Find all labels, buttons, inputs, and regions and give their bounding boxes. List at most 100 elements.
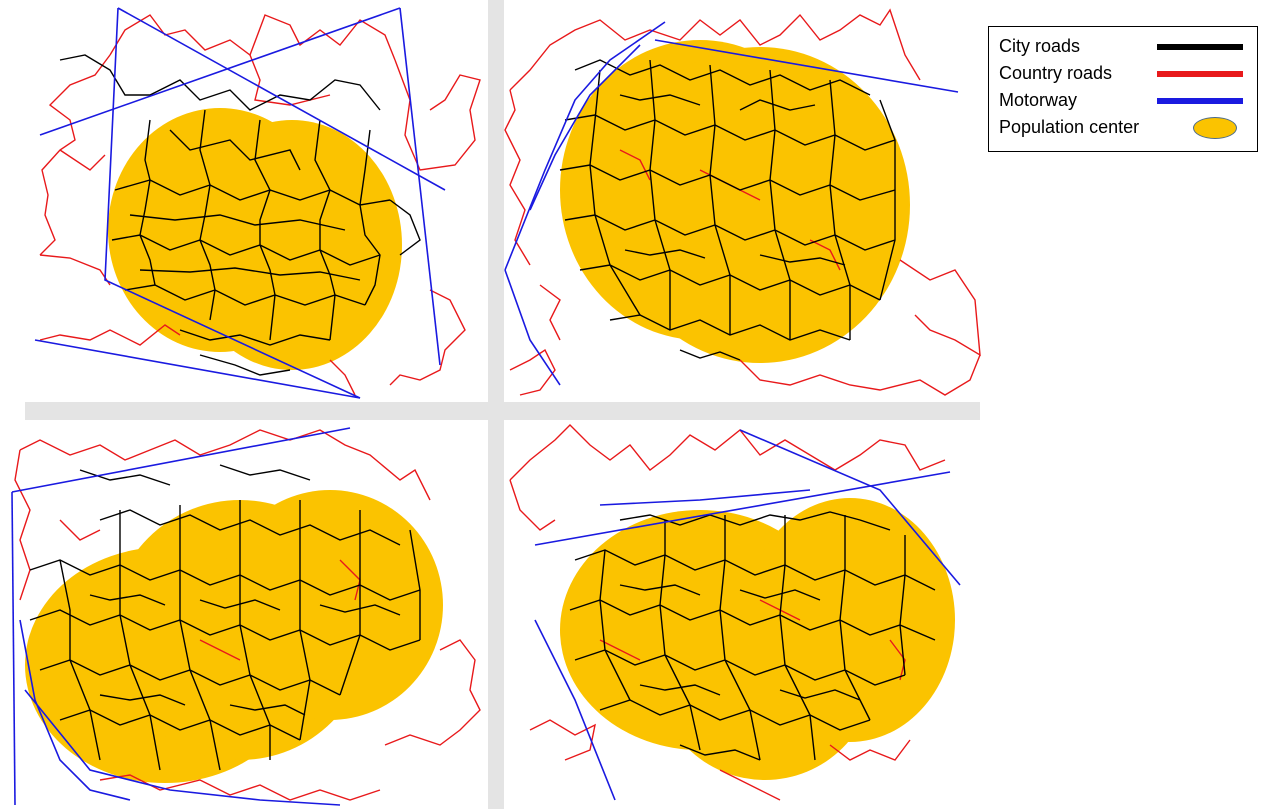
city-road [139, 267, 361, 281]
country-road [199, 639, 241, 661]
city-road [111, 234, 381, 266]
city-road [29, 559, 421, 601]
city-road [359, 129, 381, 306]
country-road [394, 59, 481, 171]
motorways [11, 427, 351, 806]
city-road [199, 354, 291, 376]
country-road [889, 639, 906, 681]
city-road [89, 594, 166, 606]
city-road [219, 464, 311, 481]
legend: City roads Country roads Motorway Popula… [988, 26, 1258, 152]
separator-horizontal [25, 402, 980, 420]
population-centers [560, 498, 955, 780]
city-road [99, 694, 186, 706]
country-road [14, 449, 31, 601]
motorway [534, 471, 951, 546]
city-road [114, 179, 391, 206]
country-road [19, 429, 431, 501]
motorways [534, 429, 961, 801]
city-road [769, 69, 791, 340]
city-road [564, 214, 896, 251]
country-road [719, 769, 781, 801]
legend-item-country-roads: Country roads [999, 60, 1247, 87]
city-road [179, 329, 331, 346]
city-road [139, 119, 156, 286]
city-roads [559, 59, 896, 361]
legend-label: Motorway [999, 90, 1078, 110]
motorway [11, 427, 351, 493]
country-roads [504, 8, 981, 396]
city-road [719, 515, 761, 761]
city-road [779, 689, 861, 701]
country-roads [14, 429, 481, 801]
city-road [649, 59, 671, 330]
population-centers [560, 40, 910, 363]
city-road [339, 510, 361, 696]
motorway [19, 619, 131, 801]
motorway [34, 339, 361, 399]
panel-top-right [504, 0, 981, 402]
motorways [504, 21, 959, 386]
city-road [79, 469, 171, 486]
city-road [879, 99, 896, 301]
country-road [39, 324, 181, 346]
motorway [104, 7, 361, 399]
population-center [182, 120, 402, 370]
city-road [129, 214, 346, 231]
city-road [59, 709, 301, 741]
city-road [229, 704, 306, 716]
city-road [574, 549, 936, 591]
country-road [509, 348, 556, 396]
city-road [829, 79, 851, 340]
city-road [124, 284, 366, 306]
city-road [314, 119, 336, 341]
legend-label: Country roads [999, 63, 1113, 83]
city-road [59, 54, 381, 111]
panel-bottom-right [504, 420, 980, 809]
population-center [217, 490, 443, 720]
city-road [619, 584, 701, 596]
country-road [899, 259, 981, 357]
city-road [599, 549, 631, 701]
legend-swatch-country-roads [1157, 71, 1243, 77]
country-road [504, 89, 531, 266]
city-road [119, 510, 161, 771]
city-road [574, 59, 871, 96]
motorways [34, 7, 446, 399]
country-road [509, 424, 946, 481]
city-road [679, 349, 741, 361]
country-road [389, 289, 466, 386]
country-road [739, 354, 981, 396]
city-road [299, 500, 311, 741]
city-road [779, 515, 816, 761]
city-road [239, 500, 271, 760]
legend-swatch-population-center [1193, 117, 1237, 139]
legend-item-population-center: Population center [999, 114, 1247, 141]
city-road [559, 164, 896, 201]
city-road [199, 599, 281, 611]
city-road [739, 99, 816, 111]
country-roads [39, 14, 481, 396]
city-road [759, 254, 846, 266]
motorway [117, 7, 446, 191]
population-centers [108, 108, 402, 370]
city-road [709, 64, 731, 335]
city-road [679, 744, 761, 761]
city-road [99, 509, 401, 546]
city-road [564, 114, 896, 151]
city-road [899, 535, 906, 676]
country-road [59, 149, 106, 171]
country-road [249, 54, 331, 106]
city-road [599, 699, 871, 731]
motorway [399, 7, 441, 366]
city-roads [569, 511, 936, 761]
city-road [199, 109, 216, 321]
city-road [319, 604, 401, 616]
city-road [589, 69, 641, 316]
city-road [619, 94, 701, 106]
legend-item-motorway: Motorway [999, 87, 1247, 114]
country-road [509, 8, 921, 91]
city-road [839, 515, 871, 721]
city-road [389, 199, 421, 256]
